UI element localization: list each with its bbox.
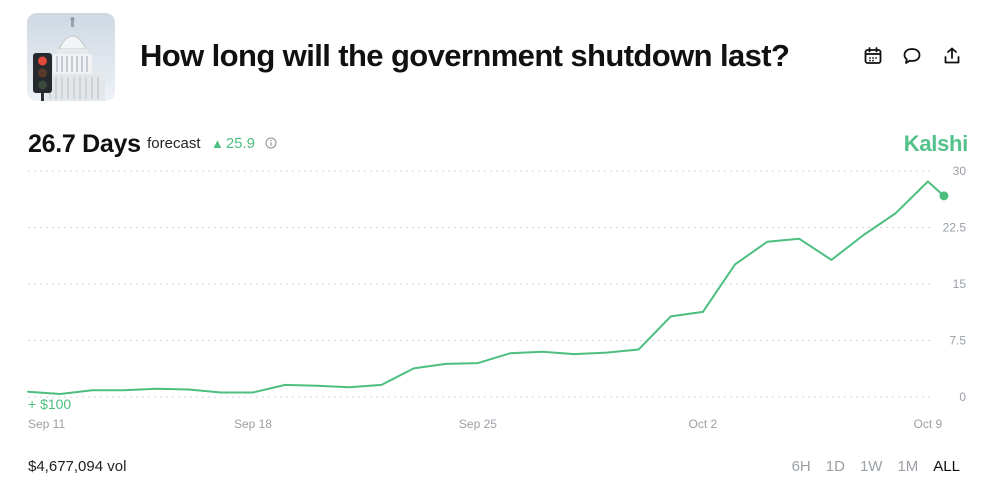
x-axis-ticks: Sep 11 Sep 18 Sep 25 Oct 2 Oct 9 (28, 417, 943, 431)
x-tick-label: Oct 9 (914, 417, 943, 431)
capitol-traffic-light-image (27, 13, 115, 101)
share-button[interactable] (939, 43, 965, 69)
trade-annotation: + $100 (28, 396, 71, 412)
forecast-change: ▲ 25.9 (211, 135, 255, 152)
range-button-1m[interactable]: 1M (897, 458, 919, 475)
y-tick-label: 0 (959, 390, 966, 404)
y-tick-label: 7.5 (949, 334, 966, 348)
calendar-icon (864, 47, 882, 64)
series-end-point (939, 191, 949, 201)
x-tick-label: Sep 25 (459, 417, 497, 431)
forecast-label: forecast (147, 135, 201, 152)
y-tick-label: 22.5 (943, 221, 967, 235)
forecast-chart: 30 22.5 15 7.5 0 Sep 11 Sep 18 Sep 25 Oct 2 Oct … (27, 164, 967, 431)
chart-grid (28, 170, 930, 398)
market-thumbnail (27, 13, 115, 101)
forecast-change-value: 25.9 (225, 135, 256, 152)
y-axis-ticks: 30 22.5 15 7.5 0 (943, 164, 967, 404)
series-line (27, 180, 945, 395)
page-title: How long will the government shutdown la… (140, 38, 790, 73)
range-selector: 6H 1D 1W 1M ALL (792, 458, 960, 475)
range-button-all[interactable]: ALL (933, 458, 960, 475)
range-button-1d[interactable]: 1D (825, 458, 845, 475)
y-tick-label: 30 (953, 164, 967, 178)
range-button-6h[interactable]: 6H (791, 458, 811, 475)
calendar-button[interactable] (860, 43, 886, 69)
forecast-summary: 26.7 Days forecast ▲ 25.9 (28, 130, 277, 159)
x-tick-label: Sep 18 (234, 417, 272, 431)
x-tick-label: Sep 11 (28, 417, 65, 431)
volume-label: $4,677,094 vol (28, 458, 127, 475)
x-tick-label: Oct 2 (689, 417, 718, 431)
range-button-1w[interactable]: 1W (859, 458, 883, 475)
up-triangle-icon: ▲ (210, 136, 224, 151)
brand-logo: Kalshi (903, 131, 969, 156)
comment-icon (903, 48, 921, 64)
share-icon (944, 47, 960, 64)
comment-button[interactable] (899, 43, 925, 69)
y-tick-label: 15 (953, 277, 967, 291)
forecast-value: 26.7 Days (28, 130, 141, 158)
info-icon[interactable] (265, 136, 277, 154)
